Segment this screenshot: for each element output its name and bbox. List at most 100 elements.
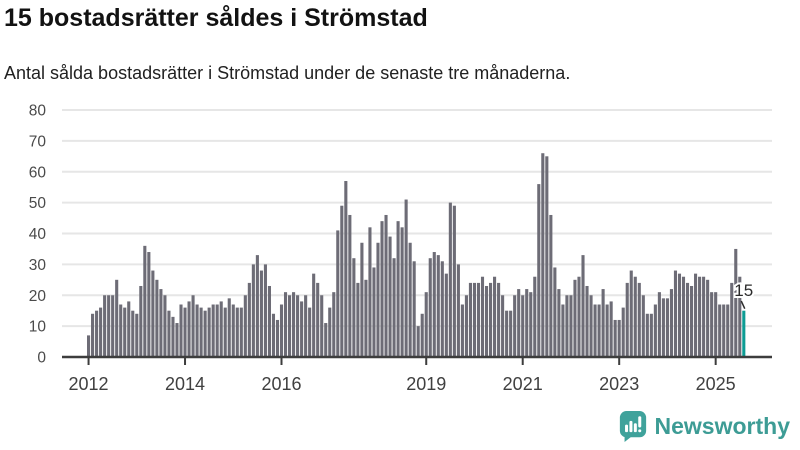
bar (609, 301, 613, 357)
bar (211, 304, 215, 357)
x-axis-tick-label: 2016 (261, 374, 301, 394)
bar-value-label: 15 (734, 281, 753, 300)
bar (332, 292, 336, 357)
bar (175, 323, 179, 357)
bar (179, 304, 183, 357)
bar (283, 292, 288, 357)
y-axis-tick-label: 60 (29, 164, 47, 181)
bar (348, 214, 352, 357)
newsworthy-logo: Newsworthy (618, 410, 790, 443)
bar (549, 214, 553, 357)
bar (171, 316, 175, 357)
bar (738, 276, 742, 357)
bar (304, 295, 308, 357)
bar (296, 295, 300, 357)
bar (509, 310, 513, 357)
bar (127, 301, 131, 357)
bar (448, 202, 452, 357)
bar (681, 276, 686, 357)
bar (629, 270, 633, 357)
bar (625, 282, 629, 357)
bar (147, 252, 151, 357)
bar (396, 221, 400, 357)
bar (412, 261, 416, 357)
bar (95, 310, 99, 357)
bar (533, 276, 537, 357)
bar (577, 276, 581, 357)
bar (159, 289, 163, 357)
y-axis-tick-label: 70 (29, 133, 47, 150)
x-axis-tick-label: 2021 (503, 374, 543, 394)
bar (215, 304, 219, 357)
bar (151, 270, 155, 357)
bar (227, 298, 231, 357)
bar (235, 307, 239, 357)
bar (432, 252, 436, 357)
bar (312, 273, 316, 357)
bar (308, 307, 312, 357)
bar (673, 270, 678, 357)
bar (585, 285, 589, 357)
bar (525, 289, 529, 357)
bar (726, 304, 730, 357)
bar (573, 279, 577, 357)
bar (356, 282, 360, 357)
bar (537, 184, 541, 357)
bar (231, 304, 235, 357)
bar (557, 289, 561, 357)
bar (472, 282, 477, 357)
bar (480, 276, 485, 357)
x-axis-tick-label: 2023 (599, 374, 639, 394)
bar (300, 301, 304, 357)
bar (440, 261, 444, 357)
bar (597, 304, 601, 357)
bar (107, 295, 111, 357)
bar (722, 304, 726, 357)
bar (336, 230, 340, 357)
bar (199, 307, 203, 357)
bar (436, 255, 440, 357)
y-axis-tick-label: 20 (29, 288, 47, 305)
newsworthy-logo-icon (619, 411, 646, 442)
bar (247, 282, 251, 357)
bar (641, 295, 645, 357)
chart-subtitle: Antal sålda bostadsrätter i Strömstad un… (4, 63, 571, 83)
bar (637, 282, 641, 357)
y-axis-tick-label: 0 (37, 350, 46, 367)
bar (657, 292, 661, 357)
bar (400, 227, 404, 357)
bar (259, 270, 263, 357)
bar (593, 304, 597, 357)
bar (143, 245, 147, 357)
bar (665, 298, 669, 357)
bar (368, 227, 372, 357)
bar (553, 267, 557, 357)
x-axis-tick-label: 2019 (406, 374, 446, 394)
bar (464, 295, 468, 357)
bar (694, 273, 698, 357)
bar (251, 264, 255, 357)
bar (320, 295, 324, 357)
bar (601, 289, 605, 357)
bar (324, 323, 328, 357)
bar (718, 304, 722, 357)
bar (645, 313, 649, 357)
bar (372, 267, 376, 357)
bar (115, 279, 119, 357)
bar (123, 307, 127, 357)
bar (376, 242, 380, 357)
bar (452, 205, 456, 357)
bar (653, 304, 657, 357)
bar (617, 319, 621, 357)
highlighted-bar (742, 310, 746, 357)
bar (428, 258, 432, 357)
bar (561, 304, 565, 357)
bar (167, 310, 171, 357)
bar (263, 264, 267, 357)
bar (380, 221, 384, 357)
y-axis-tick-label: 50 (29, 195, 47, 212)
bar (255, 255, 259, 357)
bar (545, 156, 549, 357)
bar (569, 295, 573, 357)
bar (111, 295, 115, 357)
